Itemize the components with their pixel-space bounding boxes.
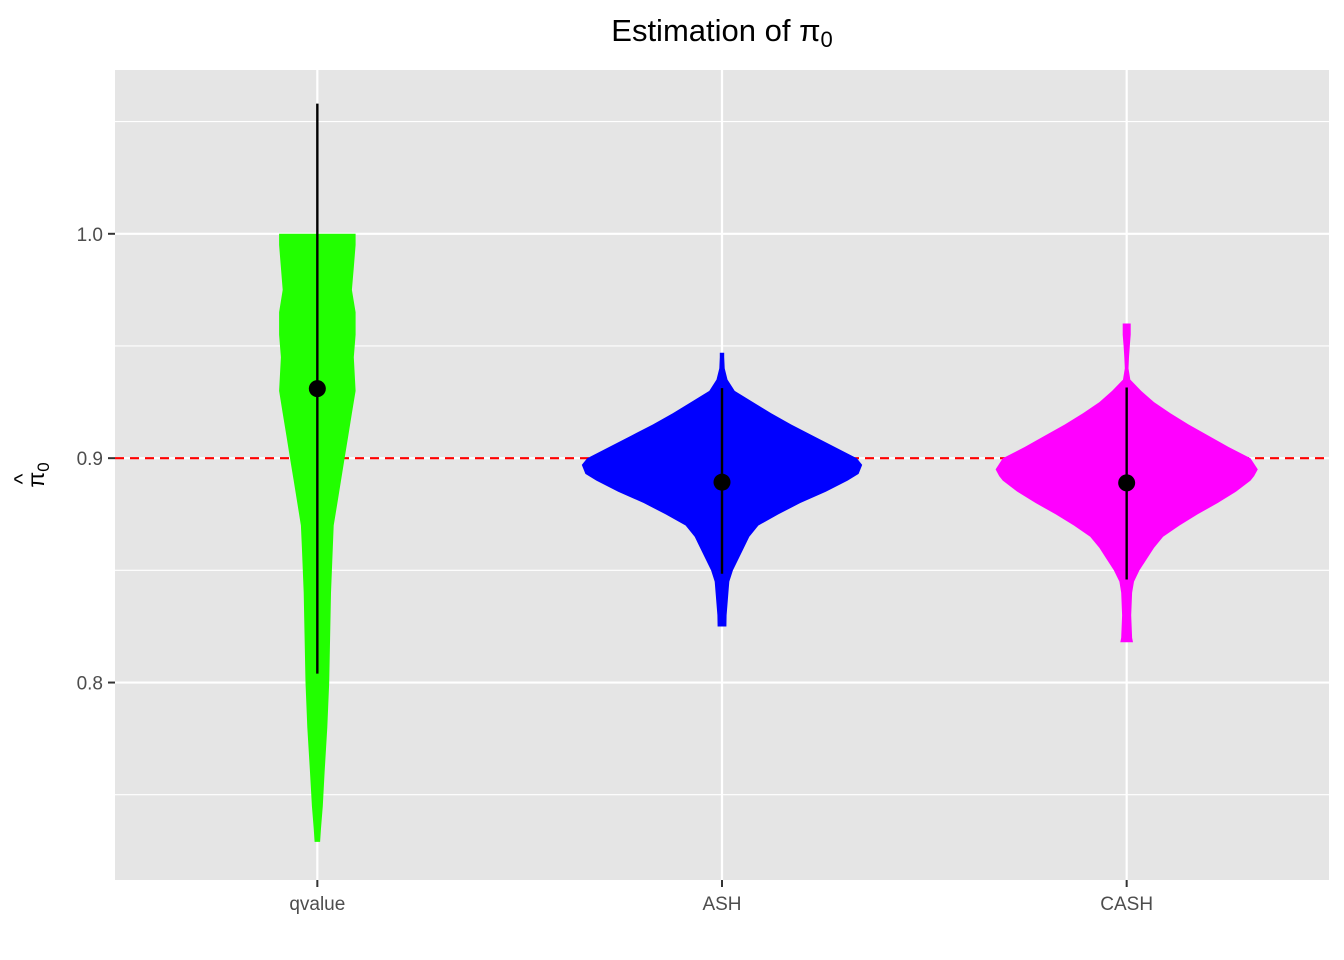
summary-markers xyxy=(308,103,1136,674)
axes: 0.8 0.9 1.0 qvalue ASH CASH xyxy=(77,225,1153,915)
y-axis-title-symbol: π xyxy=(23,472,49,488)
y-axis-title-hat: ^ xyxy=(9,473,35,484)
svg-text:π0: π0 xyxy=(23,462,53,487)
y-tick-label-1: 0.9 xyxy=(77,449,103,470)
mean-point-qvalue xyxy=(308,380,326,398)
x-tick-label-CASH: CASH xyxy=(1100,894,1153,915)
chart-title-subscript: 0 xyxy=(820,27,832,52)
x-tick-label-qvalue: qvalue xyxy=(289,894,345,915)
mean-point-ASH xyxy=(713,473,731,491)
y-axis-title: π0 ^ xyxy=(9,462,53,487)
y-tick-label-2: 1.0 xyxy=(77,225,103,246)
x-tick-label-ASH: ASH xyxy=(702,894,741,915)
mean-point-CASH xyxy=(1118,474,1136,492)
y-tick-label-0: 0.8 xyxy=(77,674,103,695)
y-axis-title-subscript: 0 xyxy=(34,462,53,471)
chart-title: Estimation of π0 xyxy=(611,13,832,52)
chart-title-main: Estimation of xyxy=(611,13,799,48)
chart-title-symbol: π xyxy=(799,13,820,48)
